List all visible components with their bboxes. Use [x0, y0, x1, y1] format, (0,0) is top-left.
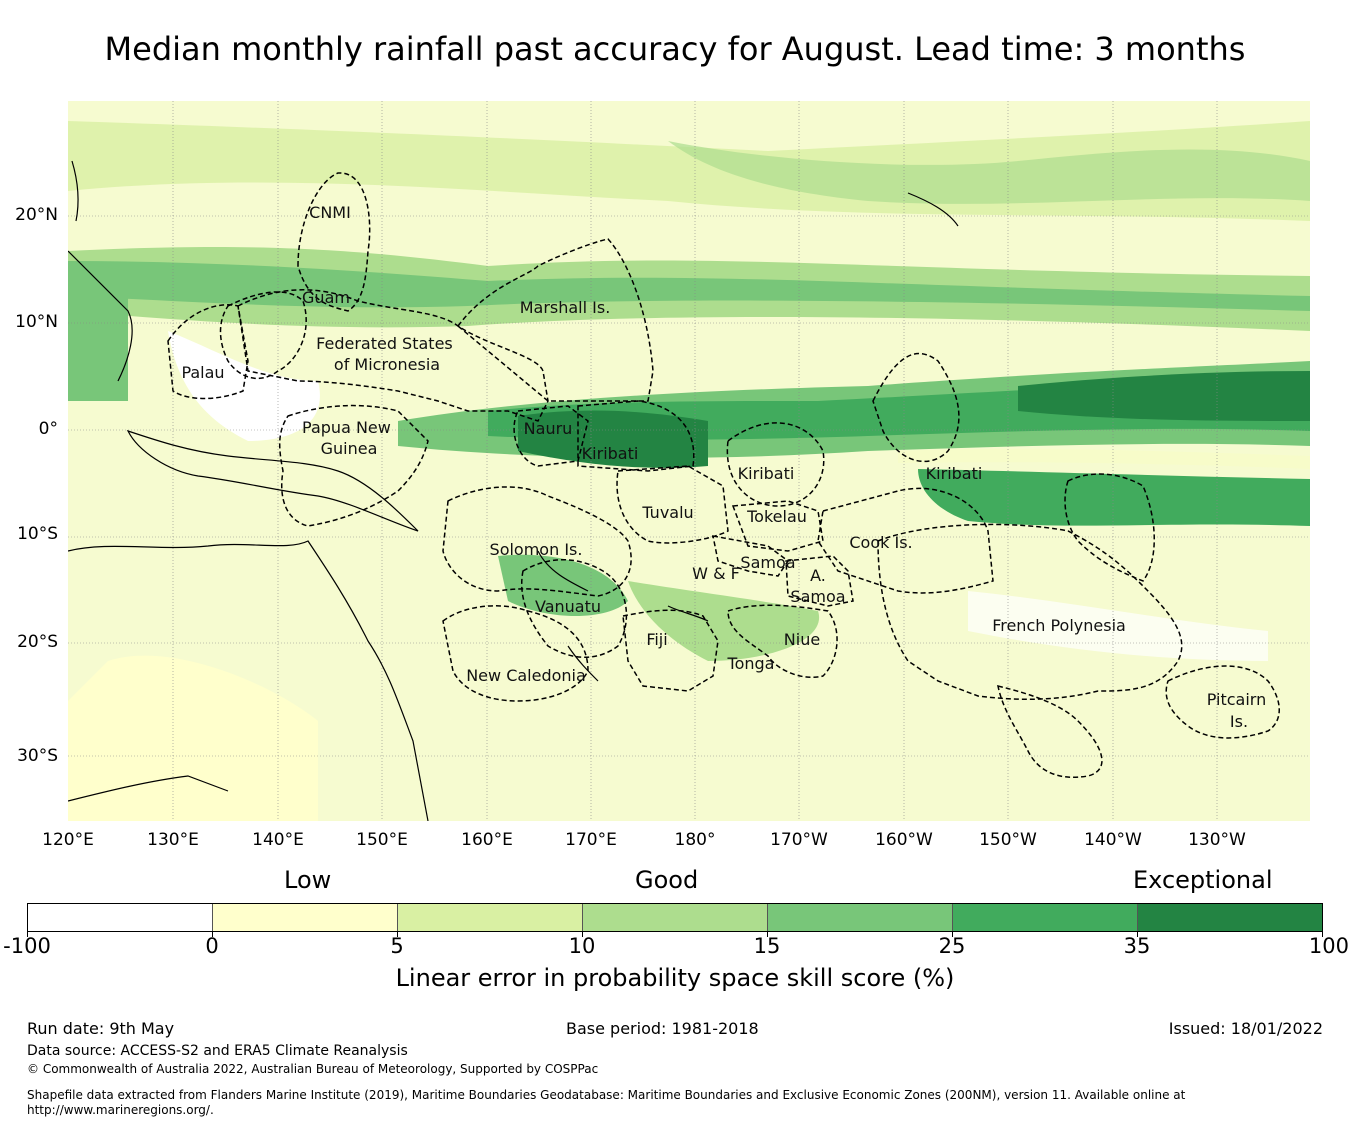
shapefile-url: http://www.marineregions.org/. [27, 1103, 214, 1117]
lon-label-150w: 150°W [979, 830, 1037, 850]
region-label-wallis-futuna: W & F [692, 564, 740, 583]
colorbar-tick [952, 932, 953, 937]
region-label-nauru: Nauru [524, 419, 573, 438]
region-label-tokelau: Tokelau [746, 507, 807, 526]
region-labels: CNMI Guam Marshall Is. Federated States … [181, 203, 1272, 731]
chart-title: Median monthly rainfall past accuracy fo… [104, 30, 1246, 68]
category-exceptional: Exceptional [1133, 866, 1273, 894]
lon-label-170w: 170°W [770, 830, 828, 850]
issued-date: Issued: 18/01/2022 [1168, 1019, 1323, 1038]
colorbar-segment [1138, 904, 1322, 931]
colorbar-tick [1137, 932, 1138, 937]
colorbar-tick-label: 100 [1308, 934, 1349, 958]
colorbar-tick [767, 932, 768, 937]
colorbar-tick-label: 15 [753, 934, 781, 958]
colorbar-segment [583, 904, 768, 931]
region-label-niue: Niue [784, 630, 820, 649]
colorbar-tick-label: 25 [938, 934, 966, 958]
region-label-tonga: Tonga [727, 654, 775, 673]
lon-label-150e: 150°E [356, 830, 408, 850]
colorbar-segment [953, 904, 1138, 931]
lat-label-0: 0° [38, 419, 58, 439]
run-date: Run date: 9th May [27, 1019, 175, 1038]
region-label-american-samoa-a: A. [810, 566, 826, 585]
lon-label-140e: 140°E [252, 830, 304, 850]
colorbar [27, 903, 1323, 932]
colorbar-tick [212, 932, 213, 937]
colorbar-tick-label: -100 [3, 934, 51, 958]
colorbar-tick-label: 35 [1123, 934, 1151, 958]
lon-label-140w: 140°W [1084, 830, 1142, 850]
region-label-marshall-is: Marshall Is. [520, 298, 611, 317]
lat-label-20n: 20°N [15, 205, 58, 225]
region-label-french-polynesia: French Polynesia [992, 616, 1126, 635]
colorbar-segment [213, 904, 398, 931]
region-label-pitcairn-is: Pitcairn Is. [1207, 690, 1272, 731]
colorbar-segment [28, 904, 213, 931]
coastlines [68, 160, 959, 821]
lat-label-20s: 20°S [17, 632, 58, 652]
colorbar-tick-label: 10 [568, 934, 596, 958]
lon-label-130e: 130°E [147, 830, 199, 850]
region-label-kiribati-line: Kiribati [926, 464, 983, 483]
region-label-vanuatu: Vanuatu [535, 597, 601, 616]
copyright: © Commonwealth of Australia 2022, Austra… [27, 1062, 599, 1076]
map-canvas: CNMI Guam Marshall Is. Federated States … [68, 101, 1310, 821]
region-label-american-samoa: Samoa [790, 587, 845, 606]
region-label-guam: Guam [302, 288, 350, 307]
shapefile-credit: Shapefile data extracted from Flanders M… [27, 1088, 1186, 1102]
colorbar-tick [1322, 932, 1323, 937]
graticule [68, 101, 1310, 821]
lon-label-170e: 170°E [565, 830, 617, 850]
lat-label-10n: 10°N [15, 312, 58, 332]
lat-label-10s: 10°S [17, 524, 58, 544]
category-good: Good [635, 866, 699, 894]
region-label-solomon-is: Solomon Is. [490, 540, 583, 559]
region-label-kiribati-phoenix: Kiribati [738, 464, 795, 483]
base-period: Base period: 1981-2018 [566, 1019, 759, 1038]
colorbar-tick-label: 5 [390, 934, 404, 958]
skill-score-map: CNMI Guam Marshall Is. Federated States … [68, 101, 1310, 821]
colorbar-title: Linear error in probability space skill … [395, 964, 955, 992]
colorbar-tick [27, 932, 28, 937]
colorbar-tick [582, 932, 583, 937]
region-label-new-caledonia: New Caledonia [466, 666, 586, 685]
lon-label-160w: 160°W [875, 830, 933, 850]
colorbar-tick-label: 0 [205, 934, 219, 958]
lat-label-30s: 30°S [17, 746, 58, 766]
region-label-fiji: Fiji [646, 630, 667, 649]
colorbar-segment [768, 904, 953, 931]
lon-label-180: 180° [674, 830, 716, 850]
lon-label-120e: 120°E [42, 830, 94, 850]
eez-boundaries [167, 172, 1280, 778]
region-label-fsm: Federated States of Micronesia [316, 334, 458, 374]
skill-bands [68, 121, 1310, 821]
region-label-samoa: Samoa [740, 553, 795, 572]
lon-label-160e: 160°E [461, 830, 513, 850]
data-source: Data source: ACCESS-S2 and ERA5 Climate … [27, 1043, 408, 1059]
lon-label-130w: 130°W [1188, 830, 1246, 850]
region-label-png: Papua New Guinea [302, 418, 396, 458]
category-low: Low [284, 866, 332, 894]
region-label-cook-is: Cook Is. [849, 533, 912, 552]
colorbar-segment [398, 904, 583, 931]
region-label-tuvalu: Tuvalu [641, 503, 693, 522]
region-label-kiribati-gilbert: Kiribati [582, 444, 639, 463]
region-label-cnmi: CNMI [309, 203, 351, 222]
region-label-palau: Palau [181, 363, 224, 382]
colorbar-tick [397, 932, 398, 937]
